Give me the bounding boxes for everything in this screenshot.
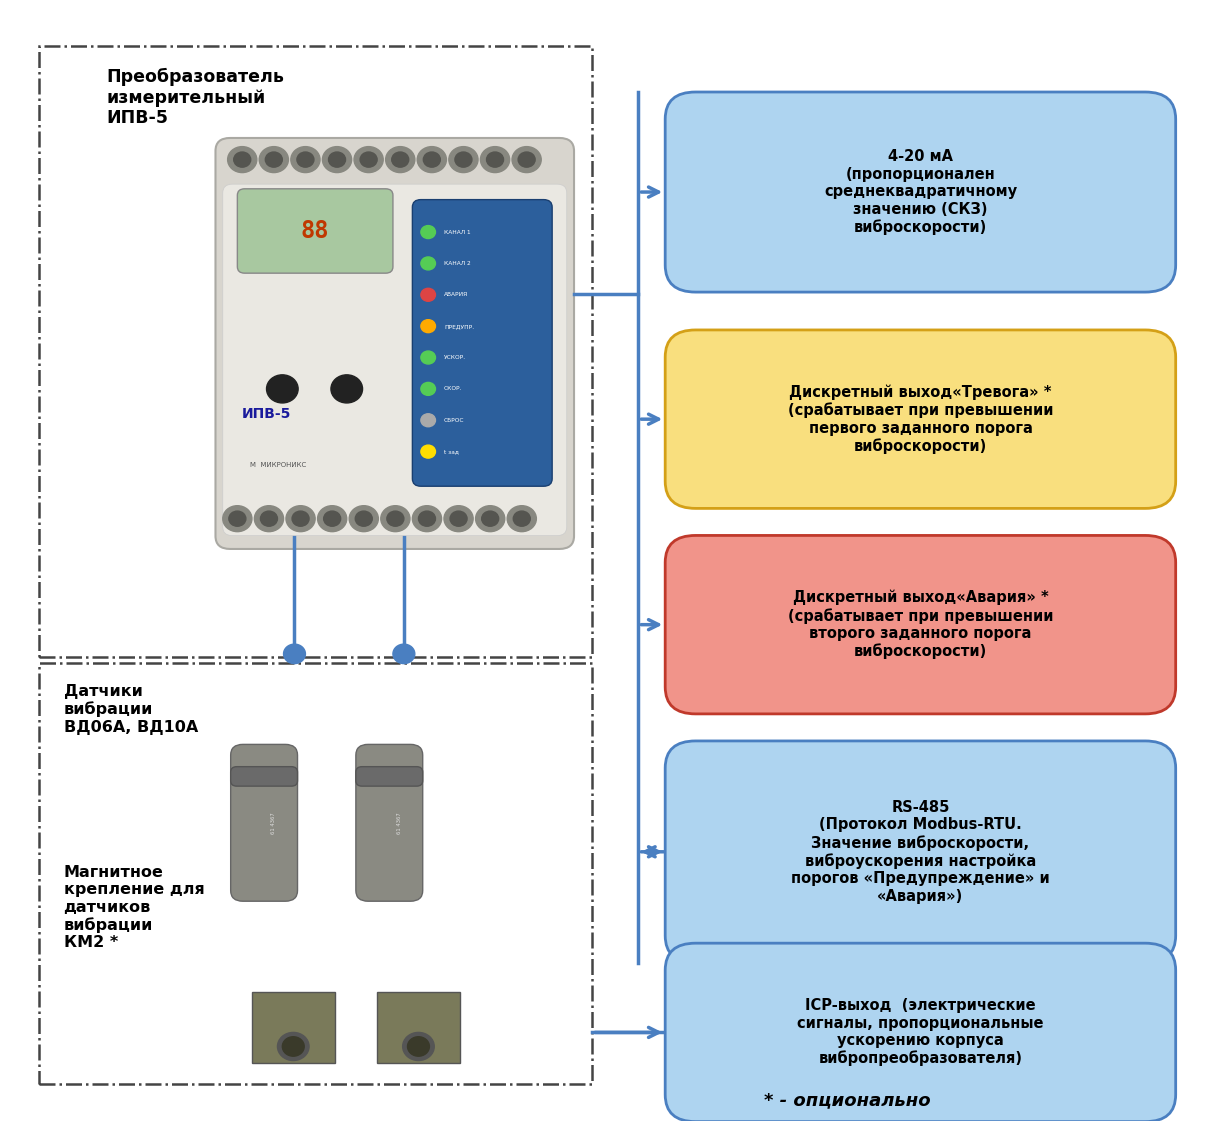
Circle shape [381, 506, 410, 531]
Circle shape [260, 511, 277, 526]
Circle shape [403, 1032, 435, 1060]
Circle shape [421, 288, 436, 302]
Circle shape [476, 506, 504, 531]
FancyBboxPatch shape [355, 767, 422, 786]
FancyBboxPatch shape [665, 943, 1176, 1121]
Circle shape [222, 506, 252, 531]
Text: ICP-выход  (электрические
сигналы, пропорциональные
ускорению корпуса
вибропреоб: ICP-выход (электрические сигналы, пропор… [797, 999, 1044, 1066]
Circle shape [283, 645, 305, 664]
Circle shape [421, 351, 436, 364]
Text: КАНАЛ 1: КАНАЛ 1 [444, 230, 470, 234]
Text: ИПВ-5: ИПВ-5 [242, 407, 292, 420]
FancyBboxPatch shape [377, 992, 460, 1063]
Circle shape [259, 147, 288, 173]
FancyBboxPatch shape [665, 92, 1176, 293]
Circle shape [286, 506, 315, 531]
Circle shape [393, 645, 415, 664]
Text: Дискретный выход«Авария» *
(срабатывает при превышении
второго заданного порога
: Дискретный выход«Авария» * (срабатывает … [788, 590, 1054, 659]
Text: RS-485
(Протокол Modbus-RTU.
Значение виброскорости,
виброускорения настройка
по: RS-485 (Протокол Modbus-RTU. Значение ви… [791, 800, 1050, 904]
Text: СБРОС: СБРОС [444, 418, 464, 423]
Circle shape [480, 147, 509, 173]
Circle shape [455, 152, 473, 167]
Circle shape [233, 152, 250, 167]
Text: 61 4367: 61 4367 [271, 812, 276, 834]
Circle shape [324, 511, 341, 526]
FancyBboxPatch shape [252, 992, 335, 1063]
Circle shape [418, 147, 447, 173]
Circle shape [392, 152, 409, 167]
Text: Датчики
вибрации
ВД06А, ВД10А: Датчики вибрации ВД06А, ВД10А [63, 684, 198, 735]
Circle shape [322, 147, 352, 173]
Text: УСКОР.: УСКОР. [444, 355, 466, 360]
Circle shape [297, 152, 314, 167]
Circle shape [387, 511, 404, 526]
Text: Преобразователь
измерительный
ИПВ-5: Преобразователь измерительный ИПВ-5 [106, 67, 284, 128]
Circle shape [292, 511, 309, 526]
FancyBboxPatch shape [665, 741, 1176, 963]
Circle shape [512, 147, 541, 173]
FancyBboxPatch shape [413, 200, 552, 487]
Circle shape [354, 147, 383, 173]
Circle shape [419, 511, 436, 526]
Text: Магнитное
крепление для
датчиков
вибрации
КМ2 *: Магнитное крепление для датчиков вибраци… [63, 865, 204, 951]
FancyBboxPatch shape [215, 138, 574, 549]
Text: СКОР.: СКОР. [444, 387, 463, 391]
Circle shape [421, 382, 436, 396]
Circle shape [349, 506, 379, 531]
Circle shape [360, 152, 377, 167]
Circle shape [451, 511, 468, 526]
Circle shape [331, 374, 363, 402]
Circle shape [513, 511, 530, 526]
Circle shape [277, 1032, 309, 1060]
Circle shape [328, 152, 346, 167]
FancyBboxPatch shape [355, 744, 422, 901]
FancyBboxPatch shape [231, 744, 298, 901]
Circle shape [449, 147, 477, 173]
Circle shape [424, 152, 441, 167]
Text: М  МИКРОНИКС: М МИКРОНИКС [249, 462, 305, 467]
Circle shape [518, 152, 535, 167]
Circle shape [421, 319, 436, 333]
Text: 61 4367: 61 4367 [397, 812, 402, 834]
Text: КАНАЛ 2: КАНАЛ 2 [444, 261, 471, 266]
Circle shape [408, 1037, 430, 1056]
Circle shape [265, 152, 282, 167]
Text: 88: 88 [300, 219, 330, 243]
Text: 4-20 мА
(пропорционален
среднеквадратичному
значению (СКЗ)
виброскорости): 4-20 мА (пропорционален среднеквадратичн… [824, 149, 1017, 234]
Text: ПРЕДУПР.: ПРЕДУПР. [444, 324, 474, 328]
Circle shape [291, 147, 320, 173]
Text: АВАРИЯ: АВАРИЯ [444, 293, 468, 297]
Text: * - опционально: * - опционально [764, 1092, 930, 1110]
Circle shape [444, 506, 474, 531]
Circle shape [282, 1037, 304, 1056]
Circle shape [254, 506, 283, 531]
Circle shape [228, 511, 245, 526]
Circle shape [266, 374, 298, 402]
Circle shape [355, 511, 372, 526]
Text: Дискретный выход«Тревога» *
(срабатывает при превышении
первого заданного порога: Дискретный выход«Тревога» * (срабатывает… [788, 385, 1054, 454]
Circle shape [481, 511, 498, 526]
FancyBboxPatch shape [665, 536, 1176, 714]
Circle shape [421, 225, 436, 239]
Circle shape [421, 445, 436, 458]
FancyBboxPatch shape [237, 188, 393, 274]
Circle shape [227, 147, 256, 173]
Circle shape [413, 506, 442, 531]
Text: t зад: t зад [444, 450, 459, 454]
Circle shape [386, 147, 415, 173]
FancyBboxPatch shape [222, 184, 567, 536]
FancyBboxPatch shape [231, 767, 298, 786]
Circle shape [317, 506, 347, 531]
Circle shape [507, 506, 536, 531]
Circle shape [421, 257, 436, 270]
Circle shape [486, 152, 503, 167]
FancyBboxPatch shape [665, 330, 1176, 509]
Circle shape [421, 414, 436, 427]
